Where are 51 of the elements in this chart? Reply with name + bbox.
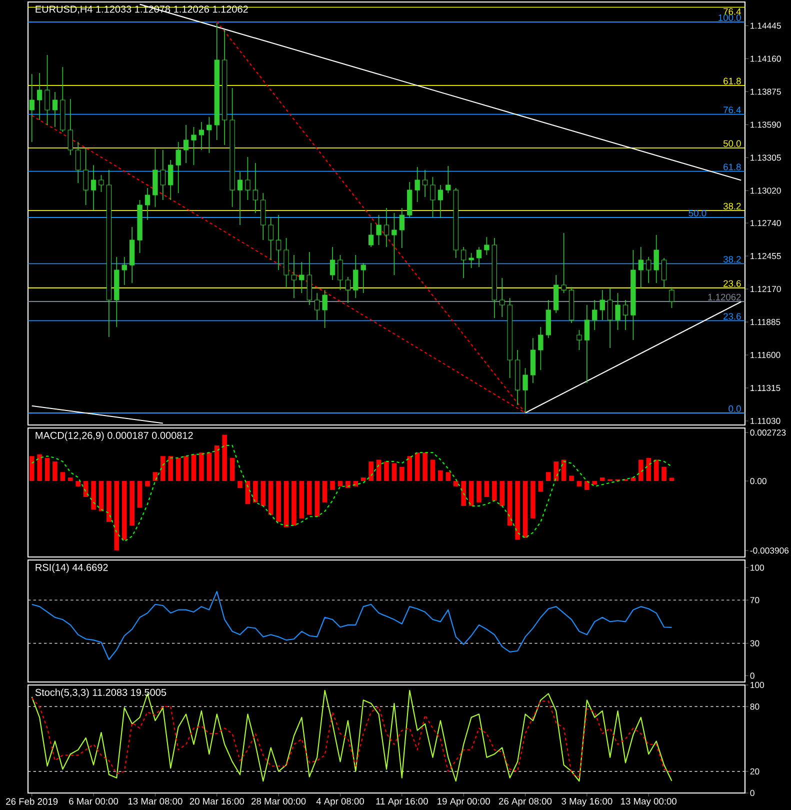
annotation: 50.0	[688, 210, 706, 216]
chart-title: RSI(14) 44.6692	[36, 564, 108, 573]
y-tick-label: 100	[750, 564, 764, 571]
y-tick-label: 1.14445	[750, 22, 781, 29]
y-tick-label: 1.11030	[750, 418, 780, 424]
x-tick-label: 6 Mar 00:00	[69, 798, 118, 805]
annotation: 76.4	[724, 8, 741, 15]
y-tick-label: 1.11600	[750, 352, 780, 358]
annotation: 38.2	[723, 202, 741, 210]
y-tick-label: 80	[750, 704, 760, 710]
y-tick-label: 1.13020	[750, 188, 781, 194]
y-tick-label: 0.00	[750, 478, 766, 484]
annotation: 61.8	[724, 164, 741, 170]
y-tick-label: 30	[750, 640, 760, 646]
x-tick-label: 3 May 16:00	[562, 798, 612, 806]
x-tick-label: 26 Apr 08:00	[499, 798, 552, 806]
y-tick-label: 1.11315	[750, 384, 780, 392]
x-tick-label: 26 Feb 2019	[6, 798, 58, 805]
y-tick-label: 20	[750, 768, 760, 774]
y-tick-label: 1.11885	[750, 318, 780, 326]
x-tick-label: 11 Apr 16:00	[376, 798, 428, 806]
y-tick-label: 1.12455	[750, 252, 781, 260]
y-tick-label: 1.12170	[750, 286, 781, 292]
x-tick-label: 28 Mar 00:00	[252, 798, 306, 805]
chart-title: Stoch(5,3,3) 11.2083 19.5005	[35, 688, 166, 698]
y-tick-label: 0	[750, 790, 754, 796]
annotation: 100.0	[718, 14, 741, 21]
y-tick-label: 1.13305	[750, 154, 781, 161]
ref-line-label: 1.12062	[708, 294, 741, 300]
y-tick-label: -0.003906	[750, 547, 789, 554]
x-tick-label: 20 Mar 16:00	[190, 798, 244, 805]
x-tick-label: 13 May 00:00	[621, 798, 677, 806]
annotation: 23.6	[724, 313, 741, 320]
y-tick-label: 0	[750, 672, 754, 679]
y-tick-label: 70	[750, 597, 760, 604]
x-tick-label: 13 Mar 08:00	[128, 798, 182, 805]
x-tick-label: 19 Apr 00:00	[438, 798, 490, 806]
chart-title: MACD(12,26,9) 0.000187 0.000812	[36, 432, 193, 441]
annotation: 76.4	[724, 106, 741, 114]
y-tick-label: 1.13590	[750, 122, 781, 128]
annotation: 50.0	[723, 140, 741, 147]
y-tick-label: 1.13875	[750, 88, 781, 95]
y-tick-label: 1.14160	[750, 56, 781, 62]
x-tick-label: 4 Apr 08:00	[316, 798, 364, 806]
y-tick-label: 1.12740	[750, 220, 781, 226]
annotation: 23.6	[724, 280, 741, 287]
annotation: 38.2	[723, 256, 741, 263]
y-tick-label: 0.002723	[750, 430, 786, 436]
y-tick-label: 100	[750, 682, 764, 688]
annotation: 0.0	[728, 405, 741, 412]
annotation: 61.8	[724, 78, 741, 84]
